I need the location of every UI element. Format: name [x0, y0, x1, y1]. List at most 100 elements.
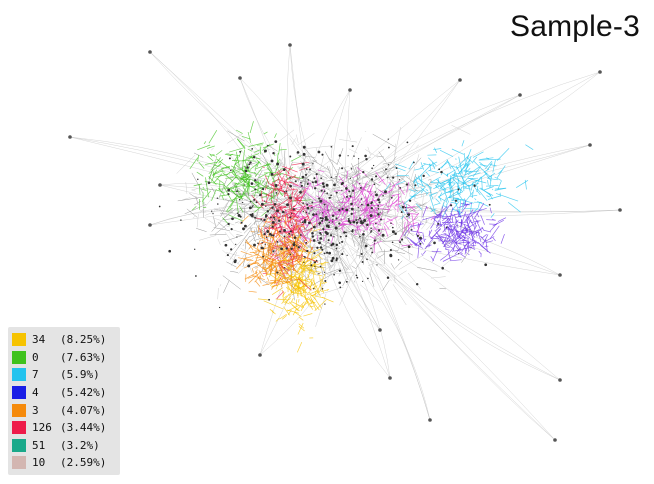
- community-edge: [214, 174, 222, 183]
- graph-node: [341, 253, 343, 255]
- community-edge: [479, 251, 481, 254]
- legend-row: 34 (8.25%): [12, 331, 120, 349]
- graph-node: [268, 299, 270, 301]
- graph-node: [277, 241, 279, 243]
- community-edge: [197, 172, 204, 176]
- community-edge: [261, 191, 262, 202]
- graph-node: [333, 236, 334, 237]
- graph-node: [293, 244, 295, 246]
- graph-node: [311, 228, 312, 229]
- graph-edge: [197, 214, 198, 227]
- legend-swatch: [12, 439, 26, 452]
- graph-node: [320, 266, 322, 268]
- graph-node: [473, 185, 475, 187]
- legend-cluster-id: 0: [32, 351, 60, 364]
- graph-node: [260, 218, 262, 220]
- graph-node: [374, 239, 376, 241]
- community-edge: [426, 190, 428, 191]
- community-edge: [464, 208, 482, 209]
- graph-node: [339, 270, 341, 272]
- graph-node: [346, 196, 348, 198]
- graph-node: [352, 189, 354, 191]
- community-edge: [487, 196, 490, 197]
- graph-edge: [236, 235, 243, 236]
- community-edge: [203, 187, 204, 188]
- graph-edge: [281, 147, 282, 157]
- graph-node: [326, 225, 329, 228]
- community-edge: [275, 133, 277, 138]
- graph-node: [322, 228, 324, 230]
- graph-node: [211, 211, 212, 212]
- graph-node: [380, 211, 381, 212]
- community-edge: [440, 150, 453, 157]
- graph-node: [437, 223, 439, 225]
- graph-edge: [377, 254, 385, 259]
- community-edge: [470, 195, 477, 196]
- legend-cluster-id: 126: [32, 421, 60, 434]
- graph-node: [419, 243, 421, 245]
- graph-node: [262, 188, 264, 190]
- graph-node: [324, 253, 326, 255]
- graph-node: [349, 195, 351, 197]
- graph-node: [374, 243, 375, 244]
- graph-node: [326, 252, 328, 254]
- graph-node: [313, 239, 316, 242]
- graph-node: [389, 254, 392, 257]
- community-edge: [216, 150, 222, 155]
- community-edge: [264, 172, 276, 173]
- graph-node: [219, 307, 220, 308]
- community-edge: [433, 149, 441, 150]
- community-edge: [297, 342, 302, 352]
- community-edge: [447, 245, 453, 249]
- community-edge: [242, 160, 256, 161]
- community-edge: [493, 238, 496, 241]
- community-edge: [339, 208, 341, 209]
- graph-node: [366, 223, 369, 226]
- graph-node: [280, 247, 283, 250]
- community-edge: [276, 299, 288, 300]
- graph-node: [286, 203, 289, 206]
- graph-node: [250, 214, 252, 216]
- graph-node: [306, 212, 308, 214]
- graph-node: [399, 241, 401, 243]
- graph-edge: [410, 217, 418, 222]
- graph-node: [338, 282, 341, 285]
- community-edge: [488, 196, 500, 200]
- graph-edge: [399, 255, 424, 270]
- graph-edge: [316, 148, 317, 153]
- graph-node: [254, 217, 256, 219]
- community-edge: [432, 238, 439, 239]
- graph-node: [370, 231, 372, 233]
- graph-node: [358, 158, 359, 159]
- graph-edge: [417, 267, 437, 271]
- community-edge: [464, 229, 465, 230]
- graph-node: [351, 213, 353, 215]
- graph-edge: [226, 226, 230, 227]
- community-edge: [477, 213, 479, 217]
- community-edge: [491, 213, 494, 217]
- community-edge: [501, 234, 505, 244]
- graph-node: [341, 241, 343, 243]
- graph-node: [388, 147, 390, 149]
- graph-node: [262, 256, 264, 258]
- community-edge: [452, 149, 464, 154]
- graph-node: [305, 222, 306, 223]
- graph-edge: [366, 254, 368, 257]
- graph-node: [227, 254, 229, 256]
- legend-percent: (3.44%): [60, 421, 106, 434]
- graph-node: [321, 220, 323, 222]
- graph-node: [291, 234, 292, 235]
- community-edge: [280, 149, 287, 150]
- graph-node: [301, 185, 303, 187]
- community-edge: [496, 193, 518, 201]
- graph-node: [345, 235, 347, 237]
- graph-node: [326, 184, 329, 187]
- graph-node: [303, 262, 304, 263]
- graph-edge: [324, 205, 555, 440]
- graph-node: [392, 177, 394, 179]
- graph-node: [438, 168, 440, 170]
- graph-edge: [343, 279, 347, 286]
- graph-node: [352, 221, 355, 224]
- graph-node: [382, 234, 385, 237]
- legend-row: 4 (5.42%): [12, 384, 120, 402]
